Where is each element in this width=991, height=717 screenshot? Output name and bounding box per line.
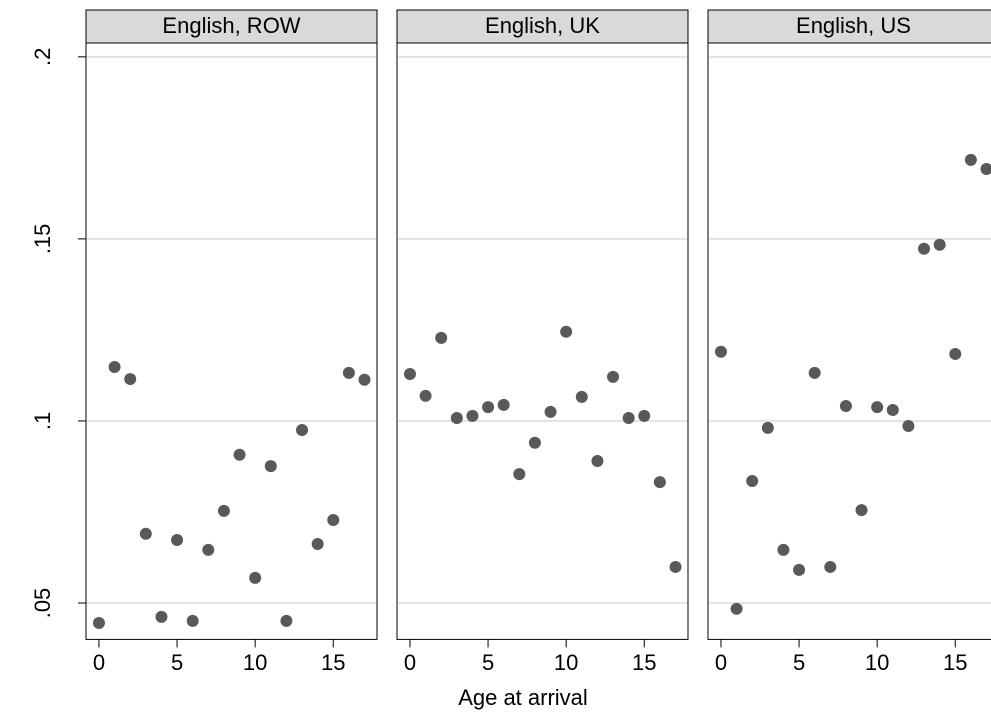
- point: [233, 448, 246, 461]
- point: [808, 366, 821, 379]
- point: [280, 614, 293, 627]
- point: [591, 454, 604, 467]
- point: [311, 538, 324, 551]
- y-tick-label: .15: [30, 224, 55, 255]
- point: [871, 401, 884, 414]
- point: [202, 543, 215, 556]
- y-tick-label: .1: [30, 412, 55, 430]
- point: [777, 543, 790, 556]
- x-tick-label: 10: [243, 650, 267, 675]
- panel-frame: [707, 42, 991, 640]
- point: [918, 242, 931, 255]
- point: [714, 345, 727, 358]
- point: [264, 460, 277, 473]
- panel-header: [85, 9, 378, 44]
- y-tick-label: .2: [30, 48, 55, 66]
- point: [327, 513, 340, 526]
- x-tick-label: 5: [171, 650, 183, 675]
- x-tick-label: 5: [793, 650, 805, 675]
- point: [403, 367, 416, 380]
- point: [669, 560, 682, 573]
- point: [746, 475, 759, 488]
- x-tick-label: 15: [632, 650, 656, 675]
- point: [544, 405, 557, 418]
- x-tick-label: 10: [865, 650, 889, 675]
- point: [902, 420, 915, 433]
- point: [217, 504, 230, 517]
- point: [92, 617, 105, 630]
- point: [124, 373, 137, 386]
- point: [638, 409, 651, 422]
- x-tick-label: 15: [321, 650, 345, 675]
- point: [933, 238, 946, 251]
- x-tick-label: 5: [482, 650, 494, 675]
- point: [358, 373, 371, 386]
- point: [155, 610, 168, 623]
- x-tick-label: 0: [404, 650, 416, 675]
- panel-title: English, UK: [485, 13, 600, 38]
- x-tick-label: 0: [715, 650, 727, 675]
- point: [949, 347, 962, 360]
- point: [466, 409, 479, 422]
- panel-header: [396, 9, 689, 44]
- point: [249, 571, 262, 584]
- point: [296, 424, 309, 437]
- point: [793, 563, 806, 576]
- point: [964, 153, 977, 166]
- point: [419, 389, 432, 402]
- point: [139, 527, 152, 540]
- panel-header: [707, 9, 991, 44]
- point: [482, 401, 495, 414]
- point: [513, 468, 526, 481]
- point: [435, 331, 448, 344]
- point: [171, 534, 184, 546]
- panel-title: English, ROW: [162, 13, 300, 38]
- point: [560, 325, 573, 338]
- x-tick-label: 10: [554, 650, 578, 675]
- y-tick-label: .05: [30, 588, 55, 619]
- point: [980, 162, 991, 175]
- x-axis-label: Age at arrival: [458, 685, 588, 710]
- point: [855, 504, 868, 517]
- x-tick-label: 0: [93, 650, 105, 675]
- point: [886, 404, 899, 417]
- x-tick-label: 15: [943, 650, 967, 675]
- panel-title: English, US: [796, 13, 911, 38]
- point: [607, 370, 620, 383]
- point: [497, 398, 510, 411]
- point: [653, 476, 666, 489]
- point: [186, 614, 199, 627]
- point: [108, 361, 121, 374]
- point: [450, 412, 463, 425]
- point: [730, 602, 743, 615]
- point: [528, 436, 541, 449]
- point: [575, 390, 588, 403]
- point: [824, 560, 837, 573]
- point: [839, 400, 852, 413]
- point: [342, 366, 355, 379]
- point: [622, 412, 635, 425]
- point: [761, 421, 774, 434]
- panel-frame: [85, 42, 378, 640]
